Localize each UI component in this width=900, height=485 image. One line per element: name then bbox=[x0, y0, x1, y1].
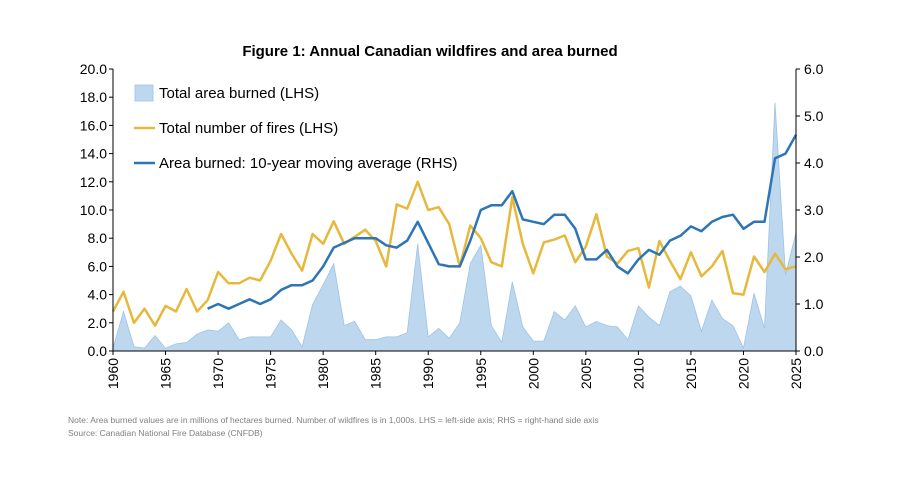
x-tick-label: 1960 bbox=[105, 358, 121, 389]
right-tick-label: 4.0 bbox=[804, 155, 824, 171]
x-tick-label: 2025 bbox=[788, 358, 804, 389]
legend-label-0: Total area burned (LHS) bbox=[159, 85, 319, 102]
left-tick-label: 10.0 bbox=[80, 202, 107, 218]
right-tick-label: 0.0 bbox=[804, 343, 824, 359]
right-tick-label: 5.0 bbox=[804, 108, 824, 124]
right-tick-label: 3.0 bbox=[804, 202, 824, 218]
legend: Total area burned (LHS) Total number of f… bbox=[134, 84, 457, 172]
x-tick-label: 1975 bbox=[263, 358, 279, 389]
x-tick-label: 1980 bbox=[315, 358, 331, 389]
legend-swatch-0 bbox=[134, 84, 154, 102]
x-tick-label: 1985 bbox=[368, 358, 384, 389]
right-tick-label: 1.0 bbox=[804, 296, 824, 312]
left-tick-label: 14.0 bbox=[80, 146, 107, 162]
left-tick-label: 8.0 bbox=[88, 230, 108, 246]
left-tick-label: 12.0 bbox=[80, 174, 107, 190]
line-series-layer bbox=[111, 134, 798, 327]
x-tick-label: 2010 bbox=[630, 358, 646, 389]
area-series-0 bbox=[112, 102, 797, 352]
area-series-layer bbox=[112, 102, 797, 352]
x-tick-label: 1970 bbox=[210, 358, 226, 389]
x-tick-label: 2015 bbox=[683, 358, 699, 389]
right-tick-label: 6.0 bbox=[804, 61, 824, 77]
x-tick-label: 1995 bbox=[473, 358, 489, 389]
x-tick-label: 2020 bbox=[735, 358, 751, 389]
left-tick-label: 6.0 bbox=[88, 258, 108, 274]
left-tick-label: 4.0 bbox=[88, 287, 108, 303]
right-tick-label: 2.0 bbox=[804, 249, 824, 265]
left-tick-label: 16.0 bbox=[80, 117, 107, 133]
x-tick-label: 1990 bbox=[420, 358, 436, 389]
chart-source: Source: Canadian National Fire Database … bbox=[68, 428, 263, 438]
left-tick-label: 20.0 bbox=[80, 61, 107, 77]
axes-layer: 0.0 2.0 4.0 6.0 8.0 10.0 12.0 14.0 16.0 18.0 20.0 0… bbox=[80, 61, 824, 389]
legend-label-1: Total number of fires (LHS) bbox=[159, 120, 338, 137]
left-tick-label: 2.0 bbox=[88, 315, 108, 331]
chart-title: Figure 1: Annual Canadian wildfires and … bbox=[242, 43, 617, 60]
left-tick-label: 18.0 bbox=[80, 89, 107, 105]
x-tick-label: 2000 bbox=[525, 358, 541, 389]
chart-note: Note: Area burned values are in millions… bbox=[68, 415, 599, 425]
line-series-2 bbox=[207, 134, 798, 310]
legend-label-2: Area burned: 10-year moving average (RHS… bbox=[159, 155, 457, 172]
x-tick-label: 1965 bbox=[158, 358, 174, 389]
x-tick-label: 2005 bbox=[578, 358, 594, 389]
left-tick-label: 0.0 bbox=[88, 343, 108, 359]
line-series-1 bbox=[111, 180, 797, 327]
